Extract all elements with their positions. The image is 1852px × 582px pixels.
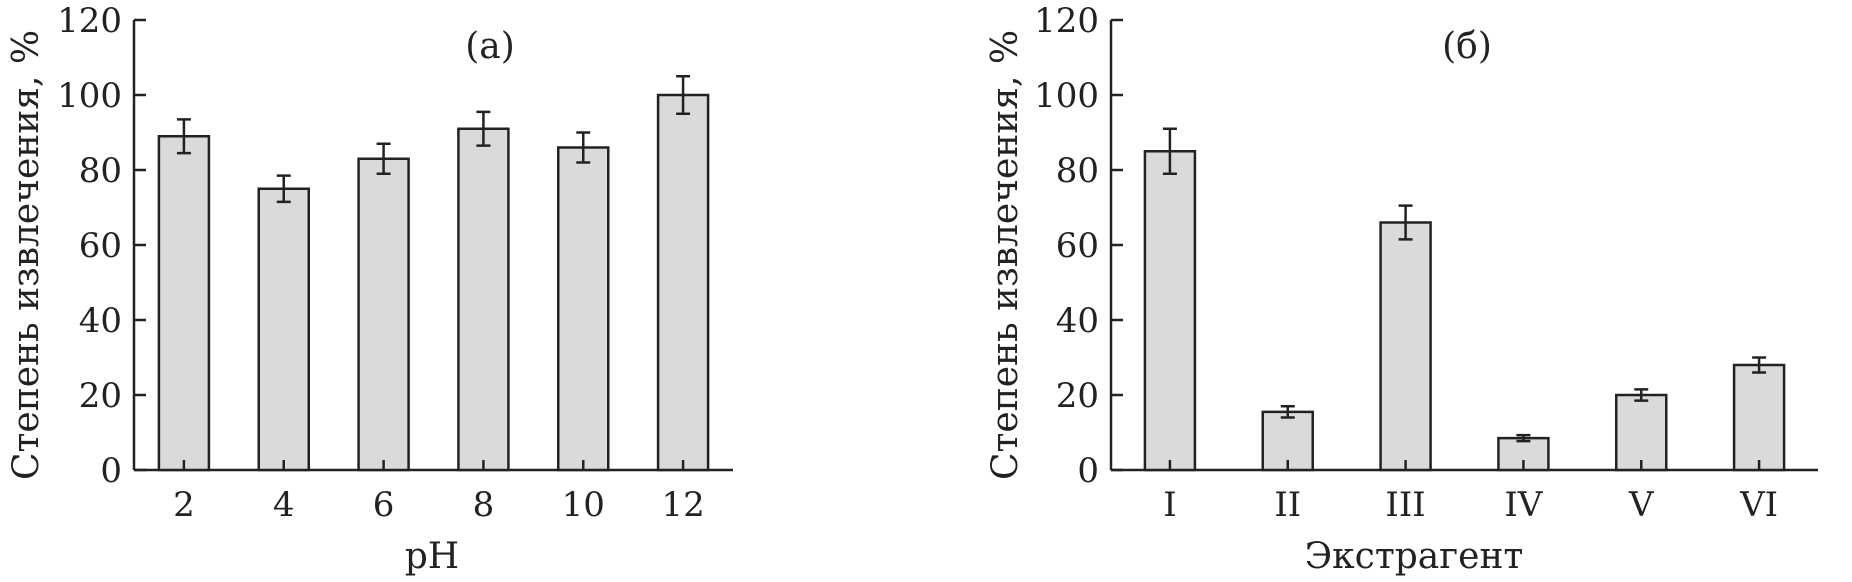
bar-I — [1143, 150, 1197, 472]
x-tick-label: 2 — [173, 485, 195, 525]
y-tick-label: 40 — [79, 301, 122, 341]
y-tick-label: 60 — [1056, 226, 1099, 266]
y-tick-label: 120 — [1034, 1, 1099, 41]
y-tick-label: 0 — [100, 451, 122, 491]
x-tick-label: I — [1163, 485, 1176, 525]
bar-V — [1615, 393, 1668, 472]
x-tick-label: 8 — [473, 485, 495, 525]
y-tick-label: 80 — [79, 151, 122, 191]
bar-6 — [357, 157, 410, 472]
bar-10 — [557, 146, 610, 472]
bar-4 — [257, 187, 310, 472]
x-tick-label: II — [1274, 485, 1301, 525]
y-axis-title: Степень извлечения, % — [985, 30, 1026, 480]
x-tick-label: 4 — [273, 485, 295, 525]
x-tick-label: 12 — [661, 485, 704, 525]
x-tick-label: V — [1628, 485, 1655, 525]
x-tick-label: VI — [1739, 485, 1778, 525]
y-tick-label: 100 — [1034, 76, 1099, 116]
chart-panel-b: (б) Экстрагент Степень извлечения, % 0 20… — [985, 1, 1818, 577]
y-tick-label: 20 — [1056, 376, 1099, 416]
bar-8 — [457, 127, 510, 472]
bar-2 — [157, 135, 211, 472]
y-tick-label: 40 — [1056, 301, 1099, 341]
y-tick-label: 20 — [79, 376, 122, 416]
x-tick-label: IV — [1504, 485, 1543, 525]
y-axis-title: Степень извлечения, % — [6, 30, 47, 480]
bar-III — [1379, 221, 1432, 472]
bar-12 — [656, 93, 710, 472]
x-tick-label: 10 — [562, 485, 605, 525]
panel-label: (б) — [1442, 26, 1492, 67]
chart-panel-a: (a) pH Степень извлечения, % 0 20 40 60 80 10… — [6, 1, 733, 577]
y-tick-label: 120 — [57, 1, 122, 41]
y-tick-label: 60 — [79, 226, 122, 266]
bar-VI — [1732, 363, 1786, 472]
y-tick-label: 80 — [1056, 151, 1099, 191]
y-tick-label: 0 — [1077, 451, 1099, 491]
x-tick-label: 6 — [373, 485, 395, 525]
x-axis-title: Экстрагент — [1305, 536, 1524, 577]
x-tick-label: III — [1385, 485, 1425, 525]
panel-label: (a) — [465, 26, 515, 67]
x-axis-title: pH — [405, 536, 459, 577]
y-tick-label: 100 — [57, 76, 122, 116]
